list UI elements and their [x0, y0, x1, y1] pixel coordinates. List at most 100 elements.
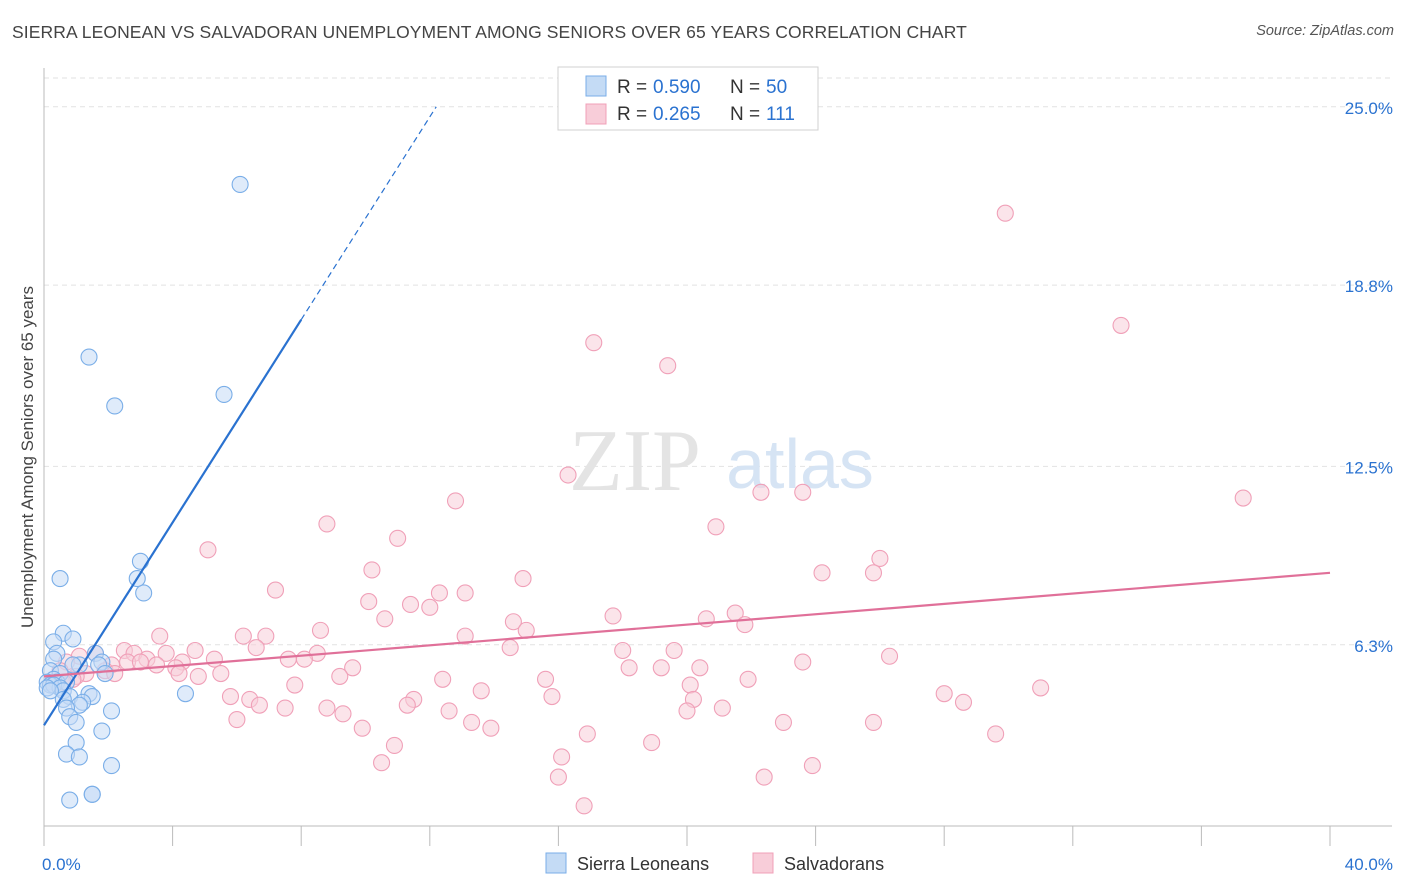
- series-legend: Sierra Leoneans Salvadorans: [545, 852, 884, 874]
- salvadoran-point-113: [575, 797, 593, 815]
- salvadoran-point-70: [189, 667, 207, 685]
- sierra-leonean-point-33: [176, 685, 195, 703]
- salvadoran-point-8: [446, 492, 465, 510]
- sierra-leonean-point-17: [64, 656, 82, 674]
- salvadoran-point-104: [578, 725, 596, 743]
- salvadoran-point-82: [472, 682, 490, 700]
- salvadoran-point-108: [553, 748, 571, 766]
- salvadoran-point-80: [681, 676, 699, 694]
- y-tick-label-0: 6.3%: [1354, 637, 1393, 656]
- y-tick-label-3: 25.0%: [1345, 99, 1393, 118]
- salvadoran-point-81: [1032, 679, 1050, 697]
- sierra-leonean-point-9: [64, 630, 82, 648]
- sierra-leonean-point-2: [106, 397, 124, 415]
- salvadoran-point-98: [228, 711, 246, 729]
- sierra-leoneans-points: [38, 175, 249, 809]
- salvadoran-point-60: [344, 659, 362, 677]
- axes: [43, 68, 1392, 846]
- salvadoran-point-102: [482, 719, 500, 737]
- salvadoran-point-79: [286, 676, 304, 694]
- sierra-leonean-point-1: [80, 348, 98, 366]
- salvadoran-point-5: [752, 483, 770, 501]
- salvadoran-point-41: [186, 641, 204, 660]
- y-tick-label-1: 12.5%: [1345, 458, 1393, 477]
- sierra-leonean-point-41: [67, 713, 85, 731]
- x-tick-label-1: 40.0%: [1345, 855, 1393, 874]
- salvadoran-point-48: [205, 650, 223, 668]
- sierra-leonean-point-5: [135, 584, 153, 602]
- x-tick-label-0: 0.0%: [42, 855, 81, 874]
- watermark-zip: ZIP: [569, 413, 701, 510]
- sierra-leoneans-trend-line: [43, 319, 303, 726]
- salvadoran-point-68: [170, 664, 188, 683]
- salvadoran-point-23: [421, 598, 439, 616]
- salvadoran-point-53: [131, 653, 149, 671]
- legend-n-label-2: N =: [730, 104, 760, 125]
- bottom-swatch-salvadorans: [752, 852, 774, 874]
- salvadoran-point-34: [257, 627, 275, 645]
- salvadoran-point-14: [363, 561, 381, 579]
- salvadoran-point-50: [279, 650, 297, 668]
- legend-r-value-2: 0.265: [653, 104, 701, 125]
- salvadoran-point-63: [691, 659, 709, 677]
- salvadoran-point-35: [456, 627, 474, 645]
- salvadoran-point-110: [803, 757, 821, 775]
- salvadoran-point-36: [247, 639, 265, 657]
- salvadoran-point-74: [434, 670, 452, 688]
- salvadoran-point-7: [1234, 489, 1252, 507]
- salvadoran-point-111: [549, 768, 567, 786]
- salvadoran-point-61: [620, 659, 638, 677]
- sierra-leonean-point-3: [215, 385, 233, 404]
- sierra-leonean-point-30: [41, 682, 59, 700]
- y-tick-label-2: 18.8%: [1345, 277, 1393, 296]
- salvadoran-point-93: [276, 699, 294, 717]
- salvadoran-point-37: [501, 639, 519, 657]
- sierra-leonean-point-42: [93, 722, 111, 740]
- salvadoran-point-18: [266, 581, 285, 599]
- salvadoran-point-22: [401, 595, 420, 614]
- salvadoran-point-13: [871, 549, 889, 567]
- salvadoran-point-85: [221, 687, 240, 706]
- salvadoran-point-55: [794, 653, 812, 671]
- salvadoran-point-2: [585, 334, 603, 352]
- salvadoran-point-6: [794, 483, 812, 501]
- salvadoran-point-32: [151, 627, 169, 645]
- salvadoran-point-1: [1112, 316, 1130, 334]
- salvadoran-point-17: [514, 570, 532, 588]
- sierra-leonean-point-0: [231, 175, 249, 193]
- salvadoran-point-101: [864, 713, 883, 731]
- legend-n-value-1: 50: [766, 77, 787, 98]
- salvadoran-point-58: [147, 656, 166, 674]
- salvadoran-point-0: [996, 204, 1014, 222]
- legend-r-label-2: R =: [617, 104, 647, 125]
- salvadoran-point-12: [199, 541, 217, 559]
- salvadoran-point-106: [643, 734, 661, 752]
- sierra-leonean-point-46: [102, 757, 121, 775]
- salvadoran-point-91: [398, 696, 416, 714]
- salvadoran-point-90: [250, 696, 268, 714]
- salvadoran-point-4: [559, 466, 577, 484]
- salvadoran-point-21: [360, 593, 378, 611]
- salvadoran-point-20: [456, 584, 474, 602]
- correlation-legend: R = 0.590 N = 50 R = 0.265 N = 111: [557, 66, 819, 131]
- bottom-legend-sierra-leoneans: Sierra Leoneans: [577, 854, 709, 874]
- legend-swatch-sierra-leoneans: [585, 75, 607, 97]
- legend-r-label-1: R =: [617, 77, 647, 98]
- watermark: ZIP atlas: [569, 413, 874, 510]
- grid-lines: [44, 77, 1392, 646]
- salvadoran-point-15: [864, 564, 883, 582]
- y-axis-label: Unemployment Among Seniors over 65 years: [18, 286, 37, 628]
- sierra-leoneans-trend-extension: [300, 106, 437, 320]
- bottom-swatch-sierra-leoneans: [545, 852, 567, 874]
- salvadoran-point-109: [373, 754, 391, 772]
- legend-n-label-1: N =: [730, 77, 760, 98]
- legend-r-value-1: 0.590: [653, 77, 701, 98]
- chart-title: SIERRA LEONEAN VS SALVADORAN UNEMPLOYMEN…: [12, 22, 967, 42]
- salvadoran-point-38: [614, 641, 632, 660]
- salvadoran-point-33: [234, 627, 252, 645]
- salvadoran-point-95: [440, 702, 458, 720]
- salvadoran-point-76: [739, 670, 757, 688]
- legend-n-value-2: 111: [766, 104, 795, 125]
- salvadoran-point-30: [311, 621, 330, 639]
- salvadoran-point-62: [652, 659, 670, 677]
